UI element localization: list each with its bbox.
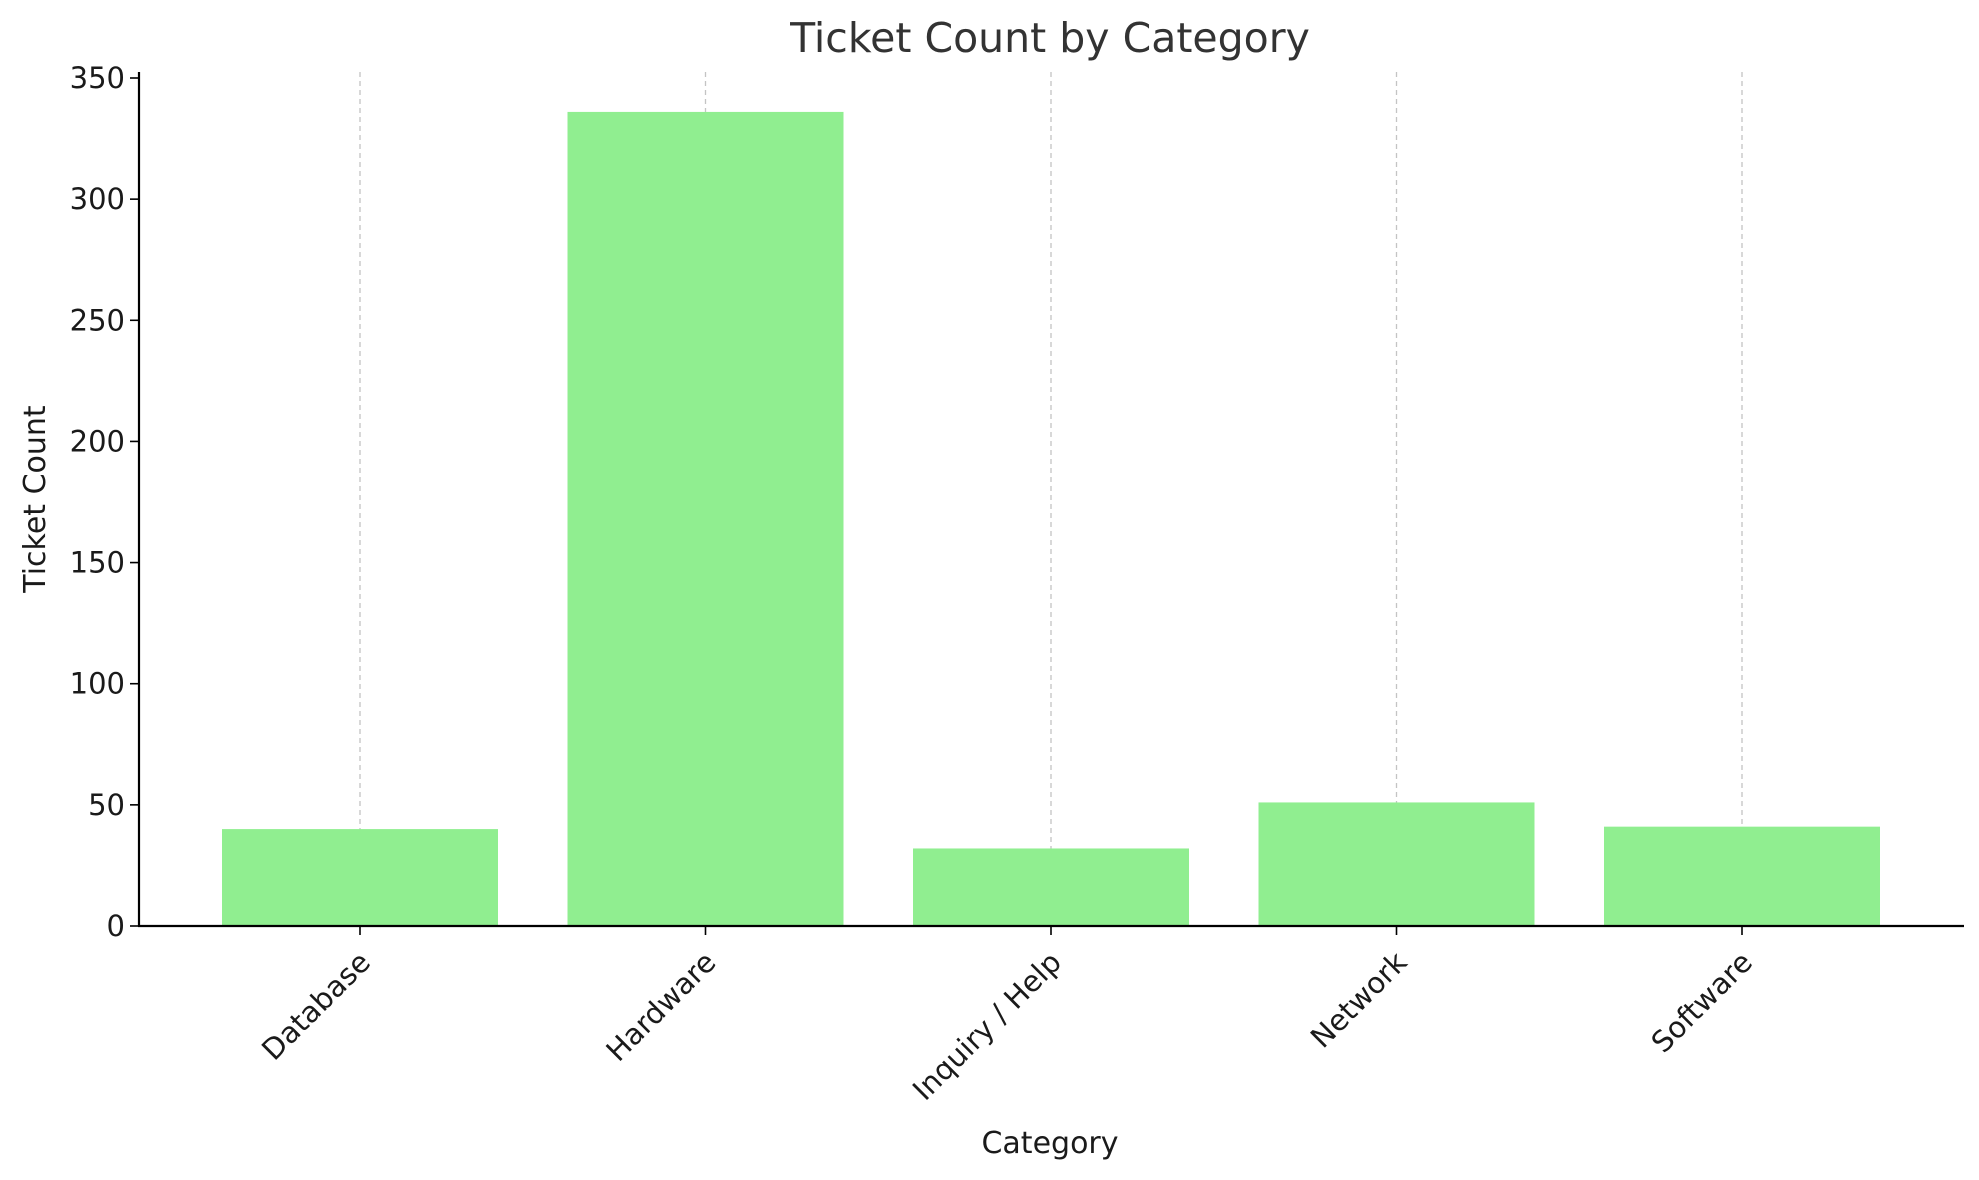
y-tick-label-4: 200 <box>70 424 125 458</box>
bar-1 <box>567 111 844 927</box>
x-axis-label: Category <box>981 1126 1118 1161</box>
y-tick-label-2: 100 <box>70 667 125 701</box>
x-tick-label-3: Network <box>1304 945 1414 1055</box>
x-tick-label-1: Hardware <box>599 945 722 1068</box>
bar-3 <box>1258 802 1535 926</box>
bars <box>222 111 1880 927</box>
y-tick-label-6: 300 <box>70 182 125 216</box>
y-tick-label-3: 150 <box>70 546 125 580</box>
chart-title: Ticket Count by Category <box>789 14 1310 62</box>
y-ticks: 0 50 100 150 200 250 300 350 <box>70 61 139 943</box>
y-tick-label-5: 250 <box>70 303 125 337</box>
grid <box>359 72 1743 926</box>
x-tick-label-2: Inquiry / Help <box>906 945 1068 1107</box>
bar-2 <box>913 848 1189 926</box>
y-tick-label-1: 50 <box>88 788 125 822</box>
bar-0 <box>222 829 498 926</box>
y-axis-label: Ticket Count <box>18 405 53 594</box>
y-tick-label-0: 0 <box>107 909 125 943</box>
x-tick-label-0: Database <box>255 945 377 1067</box>
x-tick-label-4: Software <box>1645 945 1759 1059</box>
bar-4 <box>1604 826 1880 926</box>
y-tick-label-7: 350 <box>70 61 125 95</box>
x-ticks: Database Hardware Inquiry / Help Network Sof… <box>255 926 1759 1107</box>
